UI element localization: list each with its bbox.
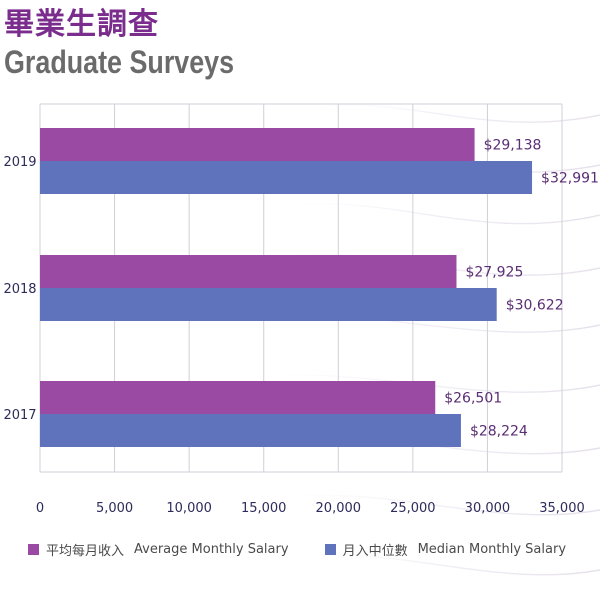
- bar-value-label: $30,622: [506, 298, 564, 314]
- x-tick-label: 25,000: [390, 501, 436, 516]
- bar-average: [40, 128, 475, 161]
- bar-median: [40, 161, 533, 194]
- legend-label-average-zh: 平均每月收入: [46, 544, 125, 559]
- x-tick-label: 5,000: [96, 501, 133, 516]
- bar-median: [40, 288, 497, 321]
- bar-value-label: $32,991: [541, 171, 599, 187]
- bar-value-label: $26,501: [444, 391, 502, 407]
- legend-label-median-zh: 月入中位數: [342, 544, 408, 559]
- x-tick-label: 10,000: [166, 501, 212, 516]
- bar-average: [40, 381, 436, 414]
- bar-median: [40, 414, 461, 447]
- y-category-label: 2018: [3, 282, 36, 297]
- x-tick-label: 35,000: [539, 501, 585, 516]
- x-tick-label: 0: [36, 501, 44, 516]
- legend-label-average-en: Average Monthly Salary: [134, 542, 289, 557]
- chart-legend: 平均每月收入 Average Monthly Salary 月入中位數 Medi…: [28, 540, 598, 559]
- y-category-label: 2017: [3, 408, 36, 423]
- x-tick-label: 20,000: [316, 501, 362, 516]
- legend-label-median-en: Median Monthly Salary: [417, 542, 567, 557]
- legend-swatch-median: [324, 544, 336, 555]
- y-category-label: 2019: [3, 155, 36, 170]
- chart-title-chinese: 畢業生調查: [4, 7, 159, 42]
- x-tick-label: 15,000: [241, 501, 287, 516]
- chart-title-english: Graduate Surveys: [4, 44, 235, 80]
- bar-value-label: $28,224: [470, 424, 528, 440]
- legend-swatch-average: [28, 544, 39, 555]
- bar-average: [40, 255, 457, 288]
- x-tick-label: 30,000: [465, 501, 511, 516]
- bar-value-label: $29,138: [484, 138, 542, 154]
- legend-item-median: 月入中位數 Median Monthly Salary: [324, 540, 567, 559]
- bar-value-label: $27,925: [465, 265, 523, 281]
- legend-item-average: 平均每月收入 Average Monthly Salary: [28, 540, 289, 559]
